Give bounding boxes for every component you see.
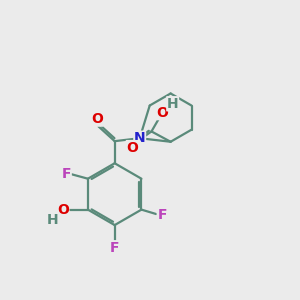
Text: N: N	[134, 131, 146, 145]
Text: O: O	[57, 202, 69, 217]
Text: O: O	[157, 106, 169, 120]
Text: O: O	[91, 112, 103, 126]
Text: O: O	[126, 141, 138, 154]
Text: H: H	[167, 97, 178, 111]
Text: H: H	[47, 213, 58, 227]
Text: F: F	[157, 208, 167, 222]
Text: F: F	[61, 167, 71, 181]
Text: F: F	[110, 241, 119, 255]
